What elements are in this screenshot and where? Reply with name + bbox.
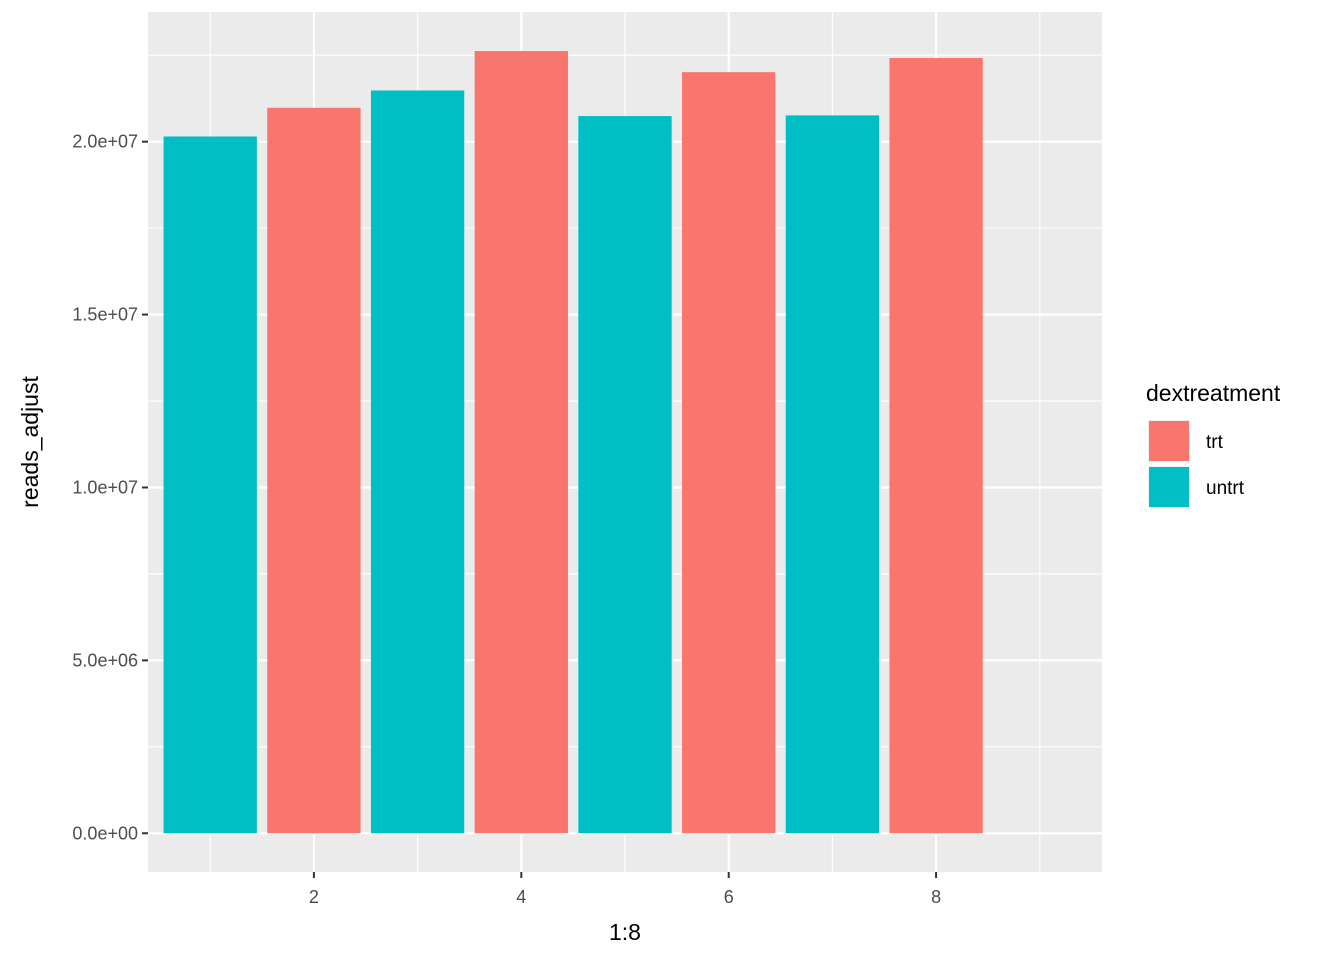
y-tick-label: 0.0e+00 xyxy=(72,823,138,843)
legend-key-untrt xyxy=(1149,467,1189,507)
x-axis-title: 1:8 xyxy=(609,919,641,945)
bar-untrt xyxy=(785,115,880,834)
bar-trt xyxy=(682,72,776,834)
bar-untrt xyxy=(370,90,465,834)
legend-label-untrt: untrt xyxy=(1206,478,1245,499)
bar-trt xyxy=(267,107,361,834)
y-axis-title: reads_adjust xyxy=(17,376,43,508)
bar-trt xyxy=(889,57,983,834)
x-tick-label: 6 xyxy=(724,887,734,907)
y-tick-label: 1.5e+07 xyxy=(72,305,138,325)
bars xyxy=(163,51,983,834)
y-tick-label: 2.0e+07 xyxy=(72,132,138,152)
legend-key-trt xyxy=(1149,421,1189,461)
x-tick-label: 8 xyxy=(931,887,941,907)
bar-untrt xyxy=(578,116,672,834)
bar-trt xyxy=(474,51,568,834)
x-tick-label: 2 xyxy=(309,887,319,907)
legend-entries: trt untrt xyxy=(1148,420,1245,508)
x-axis: 2 4 6 8 xyxy=(309,872,941,907)
y-axis: 0.0e+00 5.0e+06 1.0e+07 1.5e+07 2.0e+07 xyxy=(72,132,148,843)
legend-title: dextreatment xyxy=(1146,380,1281,406)
legend-label-trt: trt xyxy=(1206,432,1224,453)
bar-untrt xyxy=(163,136,257,834)
y-tick-label: 1.0e+07 xyxy=(72,477,138,497)
y-tick-label: 5.0e+06 xyxy=(72,650,138,670)
x-tick-label: 4 xyxy=(516,887,526,907)
legend: dextreatment trt untrt xyxy=(1146,380,1281,508)
